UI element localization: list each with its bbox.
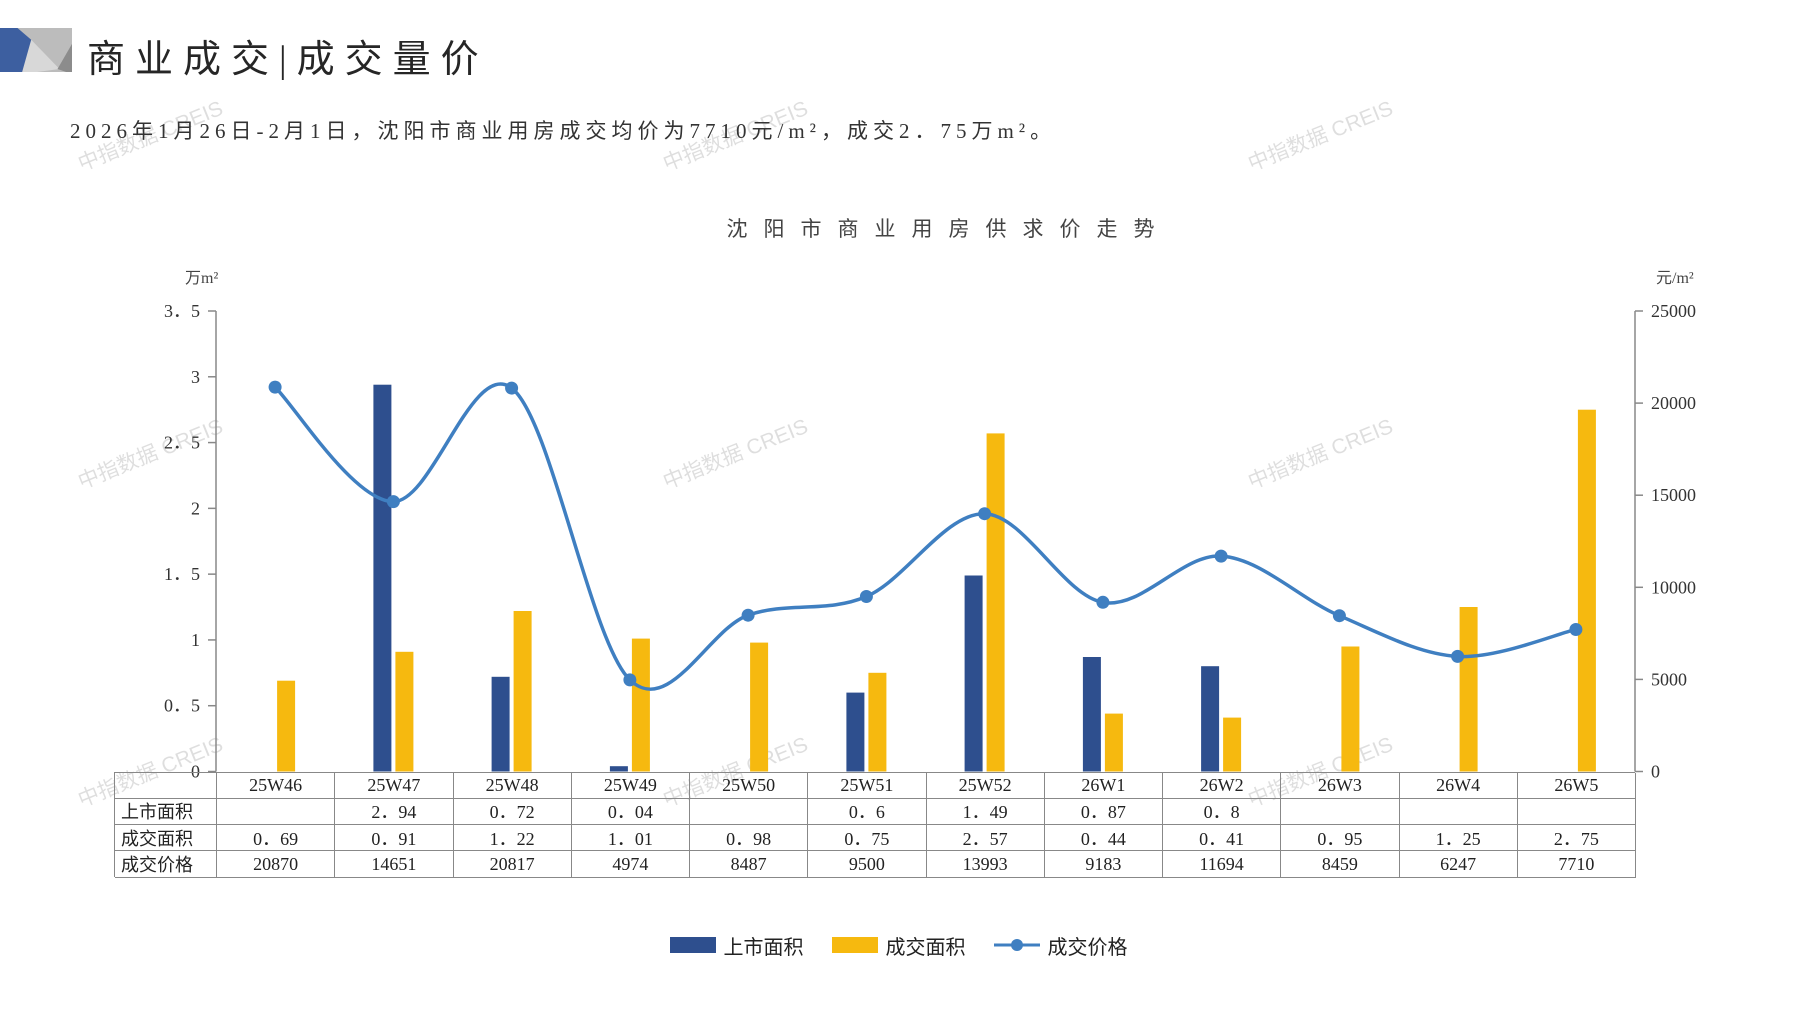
svg-text:3: 3 bbox=[191, 367, 200, 387]
svg-text:20000: 20000 bbox=[1651, 393, 1696, 413]
svg-text:3．5: 3．5 bbox=[164, 301, 200, 321]
svg-text:5000: 5000 bbox=[1651, 669, 1687, 689]
svg-text:15000: 15000 bbox=[1651, 485, 1696, 505]
svg-text:25000: 25000 bbox=[1651, 301, 1696, 321]
svg-text:1: 1 bbox=[191, 630, 200, 650]
svg-text:0．5: 0．5 bbox=[164, 696, 200, 716]
svg-text:1．5: 1．5 bbox=[164, 564, 200, 584]
svg-text:2: 2 bbox=[191, 498, 200, 518]
svg-text:0: 0 bbox=[1651, 762, 1660, 781]
svg-text:10000: 10000 bbox=[1651, 577, 1696, 597]
svg-text:2．5: 2．5 bbox=[164, 433, 200, 453]
